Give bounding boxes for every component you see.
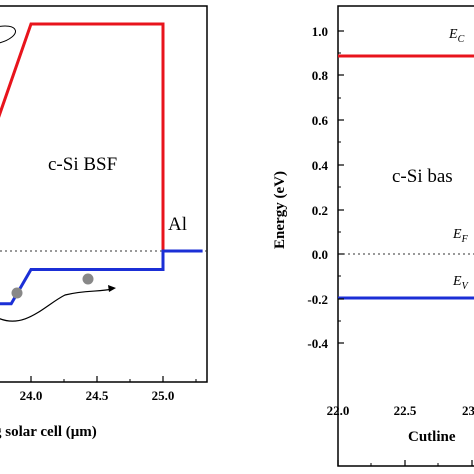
right-y-tick-label: -0.2 bbox=[307, 292, 328, 307]
left-conduction-band-line bbox=[0, 22, 165, 251]
left-region-label: c-Si BSF bbox=[48, 154, 117, 175]
valence-band-label: EV bbox=[452, 274, 470, 292]
right-y-tick-label: -0.4 bbox=[307, 336, 328, 351]
left-x-ticks: 24.0 24.5 25.0 bbox=[20, 376, 197, 403]
hole-dot bbox=[11, 287, 23, 299]
right-y-tick-label: 0.0 bbox=[312, 247, 328, 262]
electron-orbit-ellipse bbox=[0, 25, 17, 45]
right-x-tick-label: 22.5 bbox=[394, 403, 417, 418]
right-x-ticks: 22.0 22.5 23 bbox=[327, 403, 474, 466]
right-x-tick-label: 22.0 bbox=[327, 403, 350, 418]
left-x-tick-label: 25.0 bbox=[152, 388, 175, 403]
right-x-axis-title: Cutline bbox=[408, 429, 456, 445]
right-axes-frame bbox=[337, 5, 474, 467]
right-y-ticks: 1.0 0.8 0.6 0.4 0.2 0.0 -0.2 -0.4 bbox=[307, 24, 344, 351]
hole-transport-arrow bbox=[0, 288, 113, 322]
right-y-tick-label: 1.0 bbox=[312, 24, 328, 39]
left-x-axis-title: g solar cell (μm) bbox=[0, 424, 97, 440]
left-panel: c-Si BSF Al 24.0 24.5 25.0 g solar cell … bbox=[0, 5, 208, 440]
right-y-tick-label: 0.8 bbox=[312, 68, 329, 83]
valence-band-label-sub: V bbox=[462, 281, 470, 292]
right-panel: 1.0 0.8 0.6 0.4 0.2 0.0 -0.2 -0.4 22.0 2… bbox=[272, 5, 474, 467]
right-y-tick-label: 0.4 bbox=[312, 158, 329, 173]
conduction-band-label: EC bbox=[448, 27, 465, 45]
conduction-band-label-main: E bbox=[448, 27, 458, 42]
aluminum-contact-label: Al bbox=[168, 214, 187, 235]
fermi-level-label-main: E bbox=[452, 227, 462, 242]
right-x-tick-label: 23 bbox=[462, 403, 474, 418]
fermi-level-label: EF bbox=[452, 227, 469, 245]
right-region-label: c-Si bas bbox=[392, 166, 453, 187]
hole-transport-arrowhead bbox=[108, 285, 116, 292]
left-valence-band-line bbox=[0, 249, 203, 306]
conduction-band-label-sub: C bbox=[458, 34, 465, 45]
fermi-level-label-sub: F bbox=[461, 234, 469, 245]
right-y-tick-label: 0.2 bbox=[312, 203, 328, 218]
hole-dot bbox=[82, 273, 94, 285]
left-x-tick-label: 24.5 bbox=[86, 388, 109, 403]
right-y-tick-label: 0.6 bbox=[312, 113, 329, 128]
left-axes-frame bbox=[0, 5, 208, 383]
left-x-tick-label: 24.0 bbox=[20, 388, 43, 403]
valence-band-label-main: E bbox=[452, 274, 462, 289]
right-y-axis-title: Energy (eV) bbox=[272, 171, 288, 249]
